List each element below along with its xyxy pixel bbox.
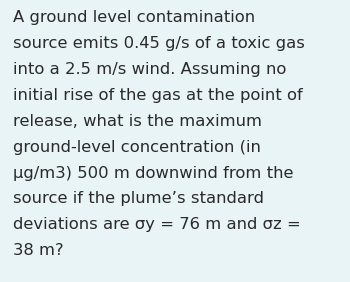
Text: initial rise of the gas at the point of: initial rise of the gas at the point of xyxy=(13,88,303,103)
Text: source if the plume’s standard: source if the plume’s standard xyxy=(13,191,264,206)
Text: into a 2.5 m/s wind. Assuming no: into a 2.5 m/s wind. Assuming no xyxy=(13,62,287,77)
Text: release, what is the maximum: release, what is the maximum xyxy=(13,114,262,129)
Text: deviations are σy = 76 m and σz =: deviations are σy = 76 m and σz = xyxy=(13,217,301,232)
Text: A ground level contamination: A ground level contamination xyxy=(13,10,256,25)
Text: μg/m3) 500 m downwind from the: μg/m3) 500 m downwind from the xyxy=(13,166,294,180)
Text: 38 m?: 38 m? xyxy=(13,243,64,258)
Text: ground-level concentration (in: ground-level concentration (in xyxy=(13,140,261,155)
Text: source emits 0.45 g/s of a toxic gas: source emits 0.45 g/s of a toxic gas xyxy=(13,36,305,51)
